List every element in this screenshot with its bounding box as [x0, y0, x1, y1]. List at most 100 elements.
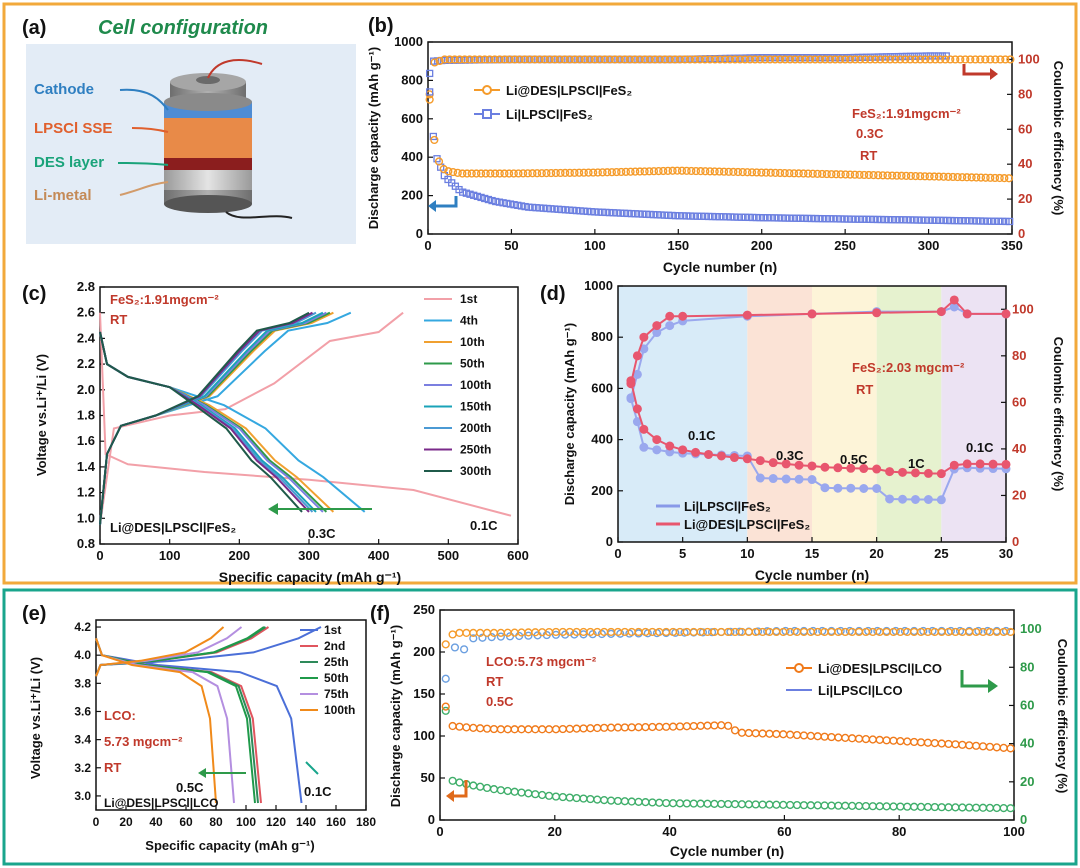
d-cap-des-point [704, 449, 714, 459]
b-cap-bare-point [925, 216, 933, 224]
b-cap-des-point [850, 170, 859, 179]
b-cap-bare-point [851, 215, 860, 223]
legend-c-label-300th: 300th [460, 464, 491, 478]
b-cap-bare-point [958, 217, 966, 225]
d-cap-bare-point [781, 474, 791, 484]
b-cap-bare-point [870, 215, 878, 224]
b-cap-des-point [542, 169, 551, 178]
b-ce-des-point [1006, 55, 1015, 64]
b-ce-des-point [921, 55, 930, 64]
d-rate-band-4 [941, 286, 1006, 542]
b-ce-des-point [680, 55, 690, 64]
d-xtick-label-3: 15 [805, 546, 819, 561]
b-cap-des-point [425, 95, 434, 104]
b-cap-des-point [976, 173, 986, 182]
panel-d: (d) 0 5 10 15 20 25 30020040060080010000204060… [540, 278, 1066, 583]
b-cap-des-point [1000, 174, 1009, 183]
b-ce-des-point [976, 55, 985, 64]
c-xtick-label-6: 600 [507, 548, 529, 563]
b-ce-des-point [645, 55, 655, 64]
b-ce-des-point [795, 55, 805, 64]
legend-b-bare: Li|LPSCl|FeS₂ [506, 107, 593, 122]
b-ce-des-point [996, 55, 1005, 64]
b-cap-bare-point [855, 215, 863, 223]
b-cap-des-point [617, 167, 626, 177]
b-cap-des-point [930, 172, 939, 181]
f-xtick-label-0: 0 [436, 824, 443, 839]
b-ce-des-point [816, 55, 825, 64]
b-xtick-label-6: 300 [918, 238, 940, 253]
d-rate-band-2 [812, 286, 877, 542]
b-ce-des-point [585, 55, 594, 64]
b-cap-des-point [654, 166, 663, 176]
b-cap-bare-point [811, 214, 819, 223]
b-cap-bare-point [576, 207, 584, 215]
b-cap-des-point [729, 167, 738, 177]
b-cap-des-point [472, 169, 481, 178]
b-cap-des-point [860, 170, 869, 180]
b-ce-des-point [715, 55, 725, 64]
f-ce-bare-point [551, 630, 561, 639]
c-charge-300th [99, 311, 310, 525]
b-cap-bare-point [782, 214, 790, 222]
f-ce-bare-point [469, 634, 478, 643]
c-ytick-label-3: 1.4 [77, 459, 96, 474]
legend-e-label-25th: 25th [324, 655, 349, 669]
plot-frame-f [439, 609, 1015, 821]
ylabel-f: Discharge capacity (mAh g⁻¹) [388, 625, 403, 807]
y2label-d: Coulombic efficiency (%) [1051, 337, 1066, 492]
d-cap-bare-point [833, 483, 843, 493]
d-cap-bare-point [794, 474, 804, 484]
b-cap-bare-point [503, 199, 511, 208]
b-cap-bare-point [616, 209, 625, 217]
d-cap-bare-point [846, 483, 856, 493]
panel-c-tag: (c) [22, 283, 46, 305]
b-ce-des-point [926, 55, 935, 64]
d-cap-bare-point [936, 495, 946, 505]
b-cap-des-point [696, 167, 705, 176]
b-cap-des-point [500, 169, 509, 178]
b-ce-des-point [470, 55, 479, 64]
b-cap-des-point [846, 170, 855, 179]
b-cap-bare-point [789, 214, 797, 222]
b-cap-des-point [561, 168, 570, 178]
b-cap-bare-point [495, 198, 504, 206]
b-ce-des-point [871, 55, 880, 64]
e-xtick-label-7: 140 [296, 815, 316, 829]
b-ce-des-point [450, 55, 459, 64]
b-ce-des-point [841, 55, 850, 64]
b-cap-bare-point [921, 216, 929, 224]
c-ytick-label-6: 2.0 [77, 382, 95, 397]
f-ce-bare-point [460, 645, 469, 654]
annot-f-temp: RT [486, 674, 503, 689]
b-cap-bare-point [840, 215, 849, 223]
b-cap-bare-point [716, 213, 724, 221]
b-ytick-label-3: 600 [401, 111, 423, 126]
annot-f-loading: LCO:5.73 mgcm⁻² [486, 654, 597, 669]
b-ce-des-point [911, 55, 920, 64]
d-cap-des-point [755, 456, 765, 466]
d-cap-bare-point [923, 495, 933, 505]
c-ytick-label-8: 2.4 [77, 330, 96, 345]
b-cap-bare-point [657, 211, 665, 219]
f-ce-des-point [1006, 627, 1015, 637]
b-cap-des-point [635, 167, 645, 176]
b-cap-des-point [631, 167, 640, 176]
b-ce-des-point [525, 55, 534, 64]
b-ce-des-point [851, 55, 860, 64]
b-ce-des-point [720, 55, 730, 64]
b-ce-des-point [856, 55, 865, 64]
e-xtick-label-6: 120 [266, 815, 286, 829]
f-ce-bare-point [450, 643, 460, 652]
b-cap-des-point [897, 171, 906, 180]
b-cap-bare-point [671, 211, 680, 220]
b-cap-des-point [813, 169, 822, 178]
b-ce-des-point [690, 55, 700, 64]
legend-f-bare: Li|LPSCl|LCO [818, 683, 903, 698]
legend-e-label-75th: 75th [324, 687, 349, 701]
d-ytick-label-5: 1000 [584, 278, 613, 293]
b-cap-des-point [626, 167, 635, 176]
d-ce-des-point [949, 295, 959, 305]
e-xtick-label-4: 80 [209, 815, 223, 829]
